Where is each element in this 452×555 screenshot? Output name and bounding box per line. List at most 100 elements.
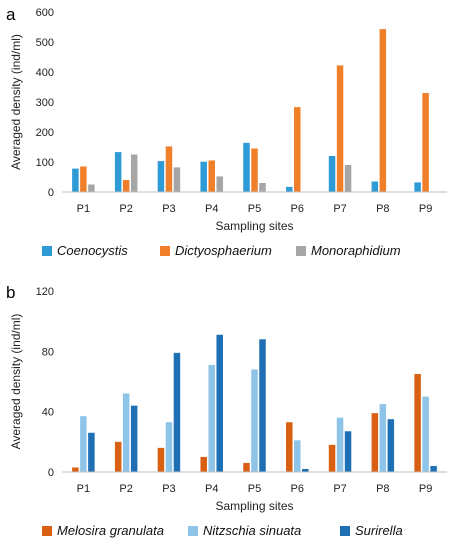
bar-melosira-granulata-p4 xyxy=(200,456,207,472)
legend-swatch xyxy=(296,246,306,256)
bar-surirella-p8 xyxy=(387,419,395,472)
x-tick-label: P9 xyxy=(419,203,432,215)
legend-swatch xyxy=(42,526,52,536)
bar-melosira-granulata-p2 xyxy=(114,441,122,472)
bar-nitzschia-sinuata-p9 xyxy=(422,396,429,472)
legend-label: Coenocystis xyxy=(57,243,128,258)
panel-letter: b xyxy=(6,283,15,302)
x-tick-label: P4 xyxy=(205,483,218,495)
bar-coenocystis-p7 xyxy=(328,156,336,192)
bar-surirella-p6 xyxy=(302,468,309,472)
bar-monoraphidium-p3 xyxy=(173,167,181,192)
y-tick-label: 40 xyxy=(42,407,54,419)
bar-nitzschia-sinuata-p2 xyxy=(122,393,130,472)
bar-surirella-p9 xyxy=(430,465,437,472)
bar-nitzschia-sinuata-p3 xyxy=(165,422,173,472)
bar-coenocystis-p6 xyxy=(286,186,293,192)
y-tick-label: 0 xyxy=(48,187,54,199)
bar-nitzschia-sinuata-p8 xyxy=(379,404,387,472)
bar-surirella-p3 xyxy=(173,352,181,472)
x-tick-label: P2 xyxy=(119,203,132,215)
legend-label: Melosira granulata xyxy=(57,523,164,538)
x-tick-label: P3 xyxy=(162,203,175,215)
bar-monoraphidium-p2 xyxy=(130,154,138,192)
bar-monoraphidium-p4 xyxy=(216,176,223,192)
x-tick-label: P8 xyxy=(376,203,389,215)
bar-surirella-p2 xyxy=(130,405,138,472)
bar-dictyosphaerium-p2 xyxy=(122,180,130,192)
x-tick-label: P8 xyxy=(376,483,389,495)
x-tick-label: P2 xyxy=(119,483,132,495)
bar-surirella-p7 xyxy=(344,431,352,472)
y-tick-label: 80 xyxy=(42,346,54,358)
x-tick-label: P4 xyxy=(205,203,218,215)
y-tick-label: 300 xyxy=(36,97,54,109)
bar-dictyosphaerium-p4 xyxy=(208,160,215,192)
bar-nitzschia-sinuata-p4 xyxy=(208,364,215,472)
y-tick-label: 100 xyxy=(36,157,54,169)
bar-dictyosphaerium-p9 xyxy=(422,93,429,192)
bar-melosira-granulata-p9 xyxy=(414,373,421,472)
y-tick-label: 200 xyxy=(36,127,54,139)
legend-label: Monoraphidium xyxy=(311,243,401,258)
y-tick-label: 400 xyxy=(36,67,54,79)
y-tick-label: 600 xyxy=(36,7,54,19)
bar-melosira-granulata-p1 xyxy=(72,467,79,472)
bar-monoraphidium-p7 xyxy=(344,165,352,192)
x-tick-label: P6 xyxy=(291,483,304,495)
x-tick-label: P9 xyxy=(419,483,432,495)
bar-dictyosphaerium-p8 xyxy=(379,29,387,192)
bar-monoraphidium-p1 xyxy=(88,184,95,192)
x-tick-label: P6 xyxy=(291,203,304,215)
x-axis-title: Sampling sites xyxy=(215,219,293,233)
bar-dictyosphaerium-p7 xyxy=(336,65,344,192)
bar-surirella-p4 xyxy=(216,334,223,472)
bar-melosira-granulata-p7 xyxy=(328,444,336,472)
bar-coenocystis-p9 xyxy=(414,182,421,192)
bar-coenocystis-p2 xyxy=(114,152,122,192)
chart-panel-a: a 0 100 200 300 400 500 600 Averaged density (in… xyxy=(6,5,447,258)
chart-panel-b: b 0 40 80 120 Averaged density (ind/ml) P1 P2 P3… xyxy=(6,283,447,538)
legend-label: Nitzschia sinuata xyxy=(203,523,301,538)
y-tick-label: 500 xyxy=(36,37,54,49)
bar-surirella-p5 xyxy=(259,339,266,472)
bar-melosira-granulata-p5 xyxy=(243,462,250,472)
x-axis-title: Sampling sites xyxy=(215,499,293,513)
bar-dictyosphaerium-p1 xyxy=(80,166,87,192)
bar-monoraphidium-p5 xyxy=(259,183,266,192)
bar-coenocystis-p3 xyxy=(157,161,165,192)
legend-label: Surirella xyxy=(355,523,403,538)
bar-coenocystis-p5 xyxy=(243,142,250,192)
bar-melosira-granulata-p3 xyxy=(157,447,165,472)
legend-swatch xyxy=(340,526,350,536)
x-tick-label: P5 xyxy=(248,203,261,215)
bar-nitzschia-sinuata-p5 xyxy=(251,369,258,472)
x-tick-label: P7 xyxy=(333,483,346,495)
bar-coenocystis-p4 xyxy=(200,161,207,192)
bar-melosira-granulata-p8 xyxy=(371,413,379,472)
bar-coenocystis-p1 xyxy=(72,168,79,192)
x-tick-label: P7 xyxy=(333,203,346,215)
y-axis-title: Averaged density (ind/ml) xyxy=(9,314,23,450)
y-axis-title: Averaged density (ind/ml) xyxy=(9,34,23,170)
legend-swatch xyxy=(160,246,170,256)
y-tick-label: 120 xyxy=(36,286,54,298)
bar-nitzschia-sinuata-p6 xyxy=(294,440,301,472)
x-tick-label: P3 xyxy=(162,483,175,495)
x-tick-label: P1 xyxy=(77,483,90,495)
bar-dictyosphaerium-p3 xyxy=(165,146,173,192)
y-tick-label: 0 xyxy=(48,467,54,479)
bar-coenocystis-p8 xyxy=(371,181,379,192)
x-tick-label: P1 xyxy=(77,203,90,215)
bar-nitzschia-sinuata-p1 xyxy=(80,416,87,472)
bar-nitzschia-sinuata-p7 xyxy=(336,417,344,472)
legend-swatch xyxy=(42,246,52,256)
bar-dictyosphaerium-p5 xyxy=(251,148,258,192)
legend-swatch xyxy=(188,526,198,536)
bar-melosira-granulata-p6 xyxy=(286,422,293,472)
bar-surirella-p1 xyxy=(88,432,95,472)
legend-label: Dictyosphaerium xyxy=(175,243,272,258)
x-tick-label: P5 xyxy=(248,483,261,495)
